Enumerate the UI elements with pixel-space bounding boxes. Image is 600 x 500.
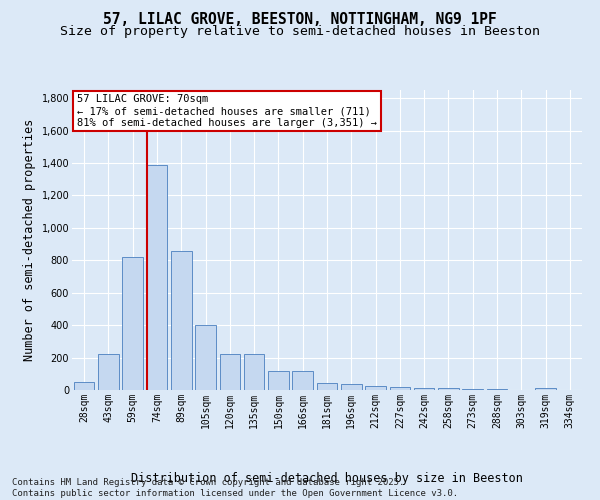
Bar: [74, 382, 94, 390]
Text: Contains HM Land Registry data © Crown copyright and database right 2025.
Contai: Contains HM Land Registry data © Crown c…: [12, 478, 458, 498]
Bar: [195, 325, 216, 390]
Bar: [317, 382, 337, 390]
Text: 57 LILAC GROVE: 70sqm
← 17% of semi-detached houses are smaller (711)
81% of sem: 57 LILAC GROVE: 70sqm ← 17% of semi-deta…: [77, 94, 377, 128]
Bar: [365, 386, 386, 390]
Text: Size of property relative to semi-detached houses in Beeston: Size of property relative to semi-detach…: [60, 25, 540, 38]
Bar: [220, 354, 240, 390]
Y-axis label: Number of semi-detached properties: Number of semi-detached properties: [23, 119, 36, 361]
Bar: [171, 250, 191, 390]
X-axis label: Distribution of semi-detached houses by size in Beeston: Distribution of semi-detached houses by …: [131, 472, 523, 486]
Bar: [98, 354, 119, 390]
Bar: [122, 257, 143, 390]
Bar: [244, 354, 265, 390]
Bar: [535, 388, 556, 390]
Bar: [487, 389, 508, 390]
Bar: [389, 387, 410, 390]
Bar: [414, 388, 434, 390]
Text: 57, LILAC GROVE, BEESTON, NOTTINGHAM, NG9 1PF: 57, LILAC GROVE, BEESTON, NOTTINGHAM, NG…: [103, 12, 497, 28]
Bar: [292, 370, 313, 390]
Bar: [341, 384, 362, 390]
Bar: [268, 370, 289, 390]
Bar: [463, 389, 483, 390]
Bar: [146, 164, 167, 390]
Bar: [438, 388, 459, 390]
